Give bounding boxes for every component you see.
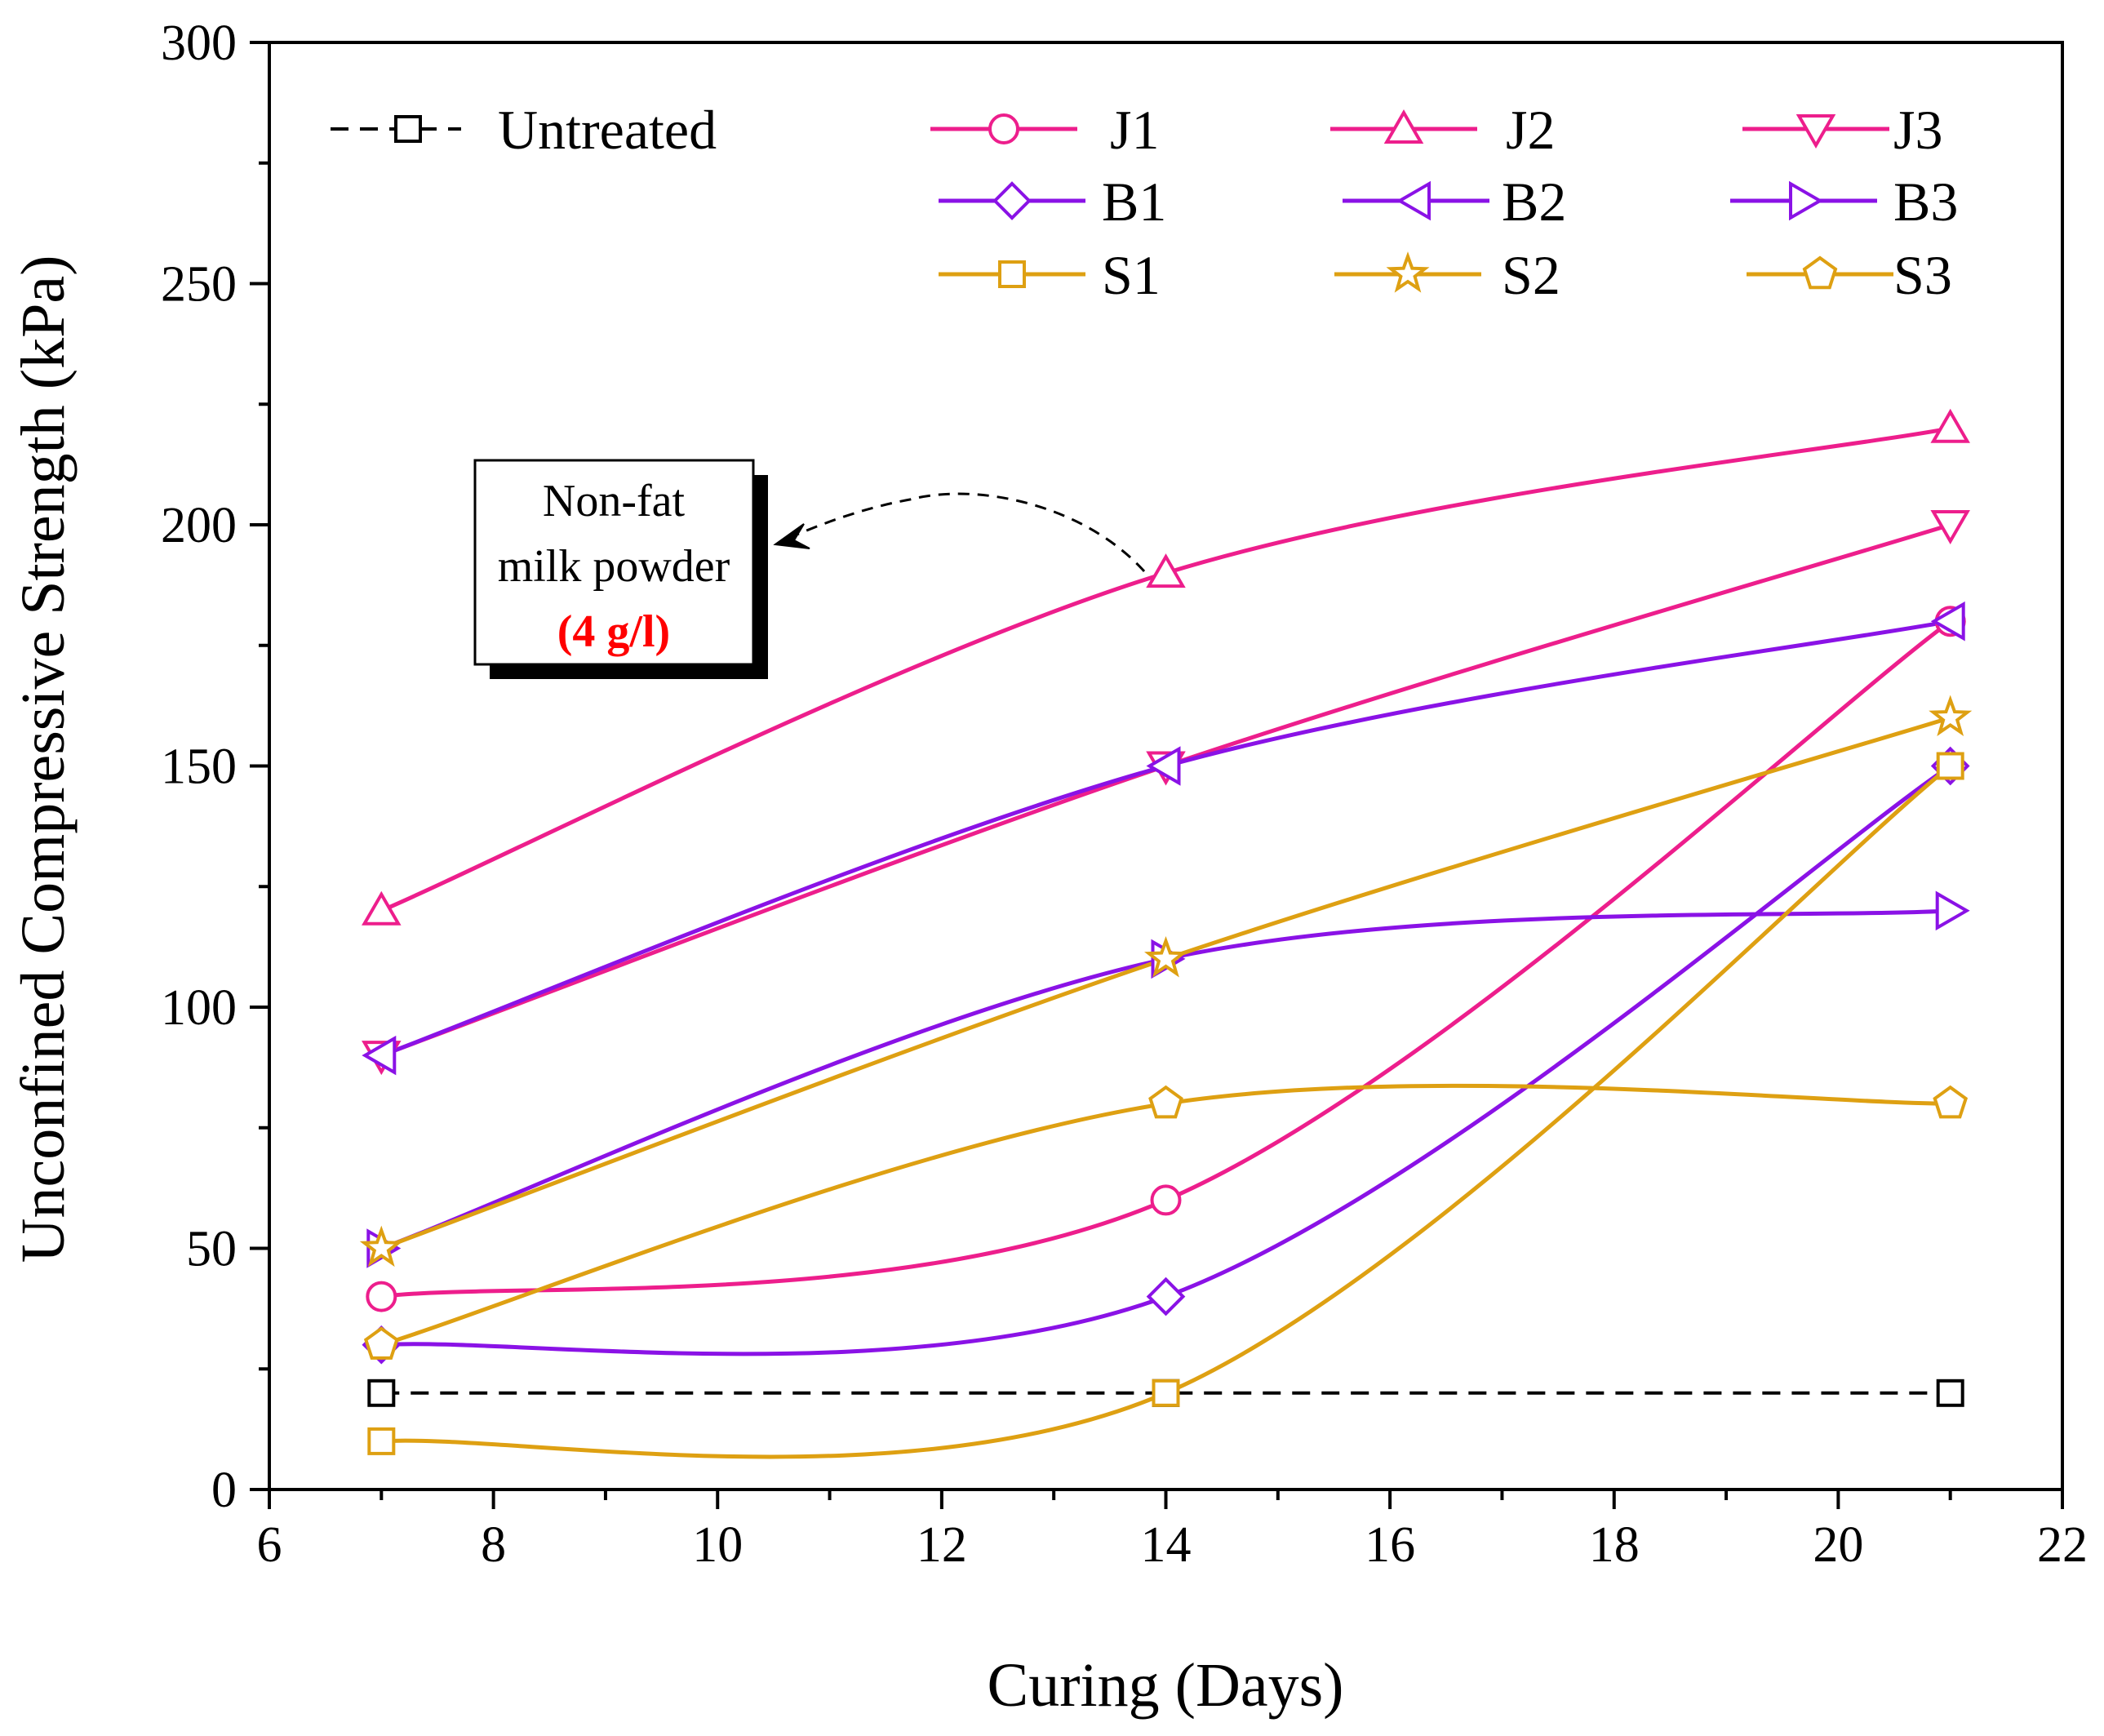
point-b1-day-14 (1146, 1276, 1186, 1316)
legend-marker-s1 (998, 260, 1026, 288)
legend-marker-j3 (1796, 114, 1836, 149)
x-tick-label: 20 (1813, 1517, 1863, 1573)
x-axis-title: Curing (Days) (988, 1651, 1344, 1720)
point-s1-day-7 (367, 1427, 396, 1455)
annotation: Non-fat milk powder (4 g/l) (473, 459, 1146, 679)
y-tick-label: 300 (161, 16, 237, 71)
point-untreated-day-21 (1936, 1379, 1964, 1407)
legend-marker-b3 (1789, 180, 1823, 221)
point-s1-day-21 (1936, 752, 1964, 780)
legend: Untreated J1 J2 J3 B1 B2 B3 S1 S2 S3 (331, 99, 1958, 306)
series-line-s2 (379, 715, 1953, 1250)
legend-label-b2: B2 (1502, 171, 1566, 233)
point-s2-day-21 (1929, 695, 1973, 737)
point-j3-day-21 (1930, 510, 1970, 544)
legend-label-s3: S3 (1893, 244, 1952, 306)
legend-marker-b2 (1396, 180, 1431, 221)
legend-marker-j1 (988, 113, 1019, 144)
legend-label-b3: B3 (1893, 171, 1958, 233)
legend-label-untreated: Untreated (498, 99, 717, 161)
legend-label-j1: J1 (1110, 99, 1159, 161)
point-j2-day-21 (1930, 408, 1970, 443)
annotation-arrow (783, 492, 1146, 573)
legend-label-b1: B1 (1102, 171, 1166, 233)
point-b2-day-7 (362, 1035, 397, 1076)
axes: 6 8 10 12 14 16 18 20 22 0 50 100 150 200 250 300 (161, 16, 2088, 1573)
annotation-line2: milk powder (498, 541, 730, 592)
point-s2-day-7 (359, 1225, 403, 1268)
point-j2-day-14 (1146, 553, 1186, 588)
point-j2-day-7 (362, 890, 402, 926)
legend-marker-j2 (1383, 109, 1424, 144)
point-j1-day-7 (366, 1281, 397, 1312)
y-tick-label: 100 (161, 980, 237, 1036)
legend-marker-s3 (1802, 255, 1838, 290)
x-tick-label: 6 (257, 1517, 282, 1573)
y-tick-label: 250 (161, 257, 237, 313)
series-line-b1 (379, 764, 1953, 1356)
series-markers (359, 408, 1973, 1455)
annotation-line3: (4 g/l) (557, 606, 670, 657)
point-s3-day-21 (1933, 1085, 1969, 1119)
annotation-box (473, 459, 755, 666)
legend-label-j3: J3 (1893, 99, 1942, 161)
point-s2-day-14 (1144, 936, 1187, 978)
x-tick-label: 18 (1589, 1517, 1640, 1573)
x-tick-label: 10 (692, 1517, 743, 1573)
y-tick-label: 200 (161, 498, 237, 553)
point-b3-day-21 (1935, 890, 1970, 931)
legend-label-j2: J2 (1506, 99, 1555, 161)
y-tick-label: 50 (186, 1222, 237, 1277)
point-b2-day-21 (1930, 601, 1965, 642)
point-b2-day-14 (1146, 746, 1181, 786)
legend-label-s2: S2 (1502, 244, 1560, 306)
point-s3-day-7 (363, 1326, 399, 1360)
y-axis-title: Unconfined Compressive Strength (kPa) (9, 255, 78, 1263)
series-line-s1 (379, 764, 1953, 1459)
legend-marker-untreated (394, 115, 422, 143)
annotation-arrow-head (773, 523, 810, 549)
point-untreated-day-7 (367, 1379, 396, 1407)
legend-marker-s2 (1386, 251, 1430, 293)
x-tick-label: 22 (2037, 1517, 2088, 1573)
legend-label-s1: S1 (1102, 244, 1161, 306)
x-tick-label: 16 (1365, 1517, 1415, 1573)
point-j1-day-14 (1150, 1184, 1182, 1216)
point-s1-day-14 (1152, 1379, 1180, 1407)
series-line-b2 (379, 619, 1953, 1058)
legend-marker-b1 (992, 181, 1032, 220)
y-tick-label: 0 (211, 1463, 237, 1518)
annotation-line1: Non-fat (543, 476, 686, 526)
point-s3-day-14 (1148, 1085, 1183, 1119)
x-tick-label: 14 (1141, 1517, 1192, 1573)
x-tick-label: 12 (917, 1517, 967, 1573)
y-tick-label: 150 (161, 739, 237, 795)
x-tick-label: 8 (481, 1517, 506, 1573)
